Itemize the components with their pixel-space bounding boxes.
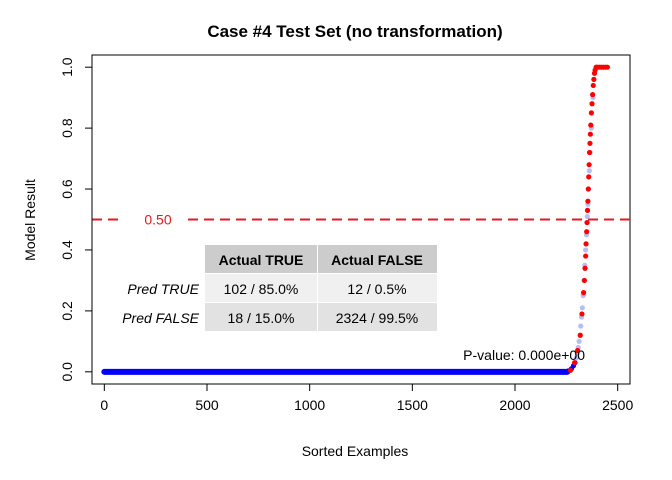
- point-actual-true: [604, 64, 611, 70]
- point-actual-true: [585, 198, 591, 204]
- y-tick-label: 0.4: [59, 240, 75, 260]
- table-col-header: Actual FALSE: [331, 252, 423, 268]
- y-tick-label: 0.0: [59, 362, 75, 382]
- point-actual-true: [577, 332, 583, 338]
- y-axis-label: Model Result: [22, 179, 38, 261]
- point-actual-false: [142, 369, 148, 375]
- point-actual-true: [588, 122, 594, 128]
- point-actual-true: [587, 140, 593, 146]
- table-row-header: Pred FALSE: [122, 310, 199, 326]
- table-cell-bg: [318, 303, 437, 331]
- point-actual-true: [589, 101, 595, 107]
- point-actual-false: [307, 369, 313, 375]
- y-axis: 0.0 0.2 0.4 0.6 0.8 1.0: [59, 57, 93, 382]
- x-axis-label: Sorted Examples: [302, 443, 409, 459]
- point-actual-true: [581, 277, 588, 284]
- table-header-cell: [205, 245, 317, 273]
- point-actual-false: [101, 369, 107, 375]
- point-actual-true: [591, 76, 597, 82]
- point-actual-false: [579, 305, 585, 311]
- point-actual-true: [585, 186, 591, 192]
- point-actual-false: [586, 168, 592, 174]
- p-value-label: P-value: 0.000e+00: [463, 347, 585, 363]
- point-actual-false: [512, 369, 518, 375]
- threshold-label-bg: [122, 210, 182, 229]
- point-actual-true: [579, 311, 585, 317]
- point-actual-false: [576, 338, 582, 344]
- table-cell: 102 / 85.0%: [224, 281, 299, 297]
- table-cell-bg: [205, 274, 317, 302]
- y-tick-label: 1.0: [59, 57, 75, 77]
- point-actual-true: [590, 82, 596, 89]
- x-tick-label: 2000: [499, 397, 530, 413]
- x-tick-label: 1000: [294, 397, 325, 413]
- point-actual-true: [587, 131, 593, 137]
- table-cell-bg: [318, 274, 437, 302]
- table-col-header: Actual TRUE: [219, 252, 304, 268]
- point-actual-false: [553, 369, 559, 375]
- x-tick-label: 0: [100, 397, 108, 413]
- y-tick-label: 0.2: [59, 301, 75, 321]
- x-axis: 0 500 1000 1500 2000 2500: [100, 383, 633, 413]
- point-actual-true: [584, 229, 590, 235]
- point-actual-true: [586, 149, 593, 156]
- y-tick-label: 0.8: [59, 118, 75, 138]
- point-actual-true: [586, 174, 592, 180]
- point-actual-true: [583, 241, 589, 247]
- x-tick-label: 500: [195, 397, 219, 413]
- point-actual-true: [586, 162, 592, 168]
- x-tick-label: 2500: [602, 397, 633, 413]
- point-actual-false: [583, 247, 589, 253]
- point-actual-false: [409, 369, 415, 375]
- table-cell-bg: [205, 303, 317, 331]
- confusion-table: Actual TRUE Actual FALSE Pred TRUE Pred …: [122, 245, 437, 331]
- data-points: [101, 64, 611, 375]
- point-actual-true: [584, 207, 591, 213]
- point-actual-true: [575, 347, 581, 354]
- x-tick-label: 1500: [397, 397, 428, 413]
- point-actual-true: [584, 219, 590, 226]
- y-tick-label: 0.6: [59, 179, 75, 199]
- threshold-label: 0.50: [144, 212, 171, 228]
- threshold-group: 0.50: [92, 210, 630, 229]
- point-actual-true: [583, 253, 589, 259]
- point-actual-true: [571, 360, 578, 366]
- point-actual-true: [590, 92, 596, 98]
- point-actual-true: [588, 110, 594, 116]
- point-actual-false: [578, 323, 584, 329]
- table-cell: 18 / 15.0%: [228, 310, 295, 326]
- point-actual-false: [204, 369, 210, 375]
- table-header-cell: [318, 245, 437, 273]
- point-actual-true: [567, 367, 574, 373]
- table-row-header: Pred TRUE: [127, 281, 199, 297]
- point-actual-true: [582, 265, 588, 271]
- point-actual-false: [584, 213, 590, 220]
- point-actual-false: [573, 355, 579, 361]
- table-cell: 2324 / 99.5%: [336, 310, 419, 326]
- table-cell: 12 / 0.5%: [347, 281, 406, 297]
- chart-title: Case #4 Test Set (no transformation): [207, 22, 502, 41]
- point-actual-true: [580, 290, 587, 296]
